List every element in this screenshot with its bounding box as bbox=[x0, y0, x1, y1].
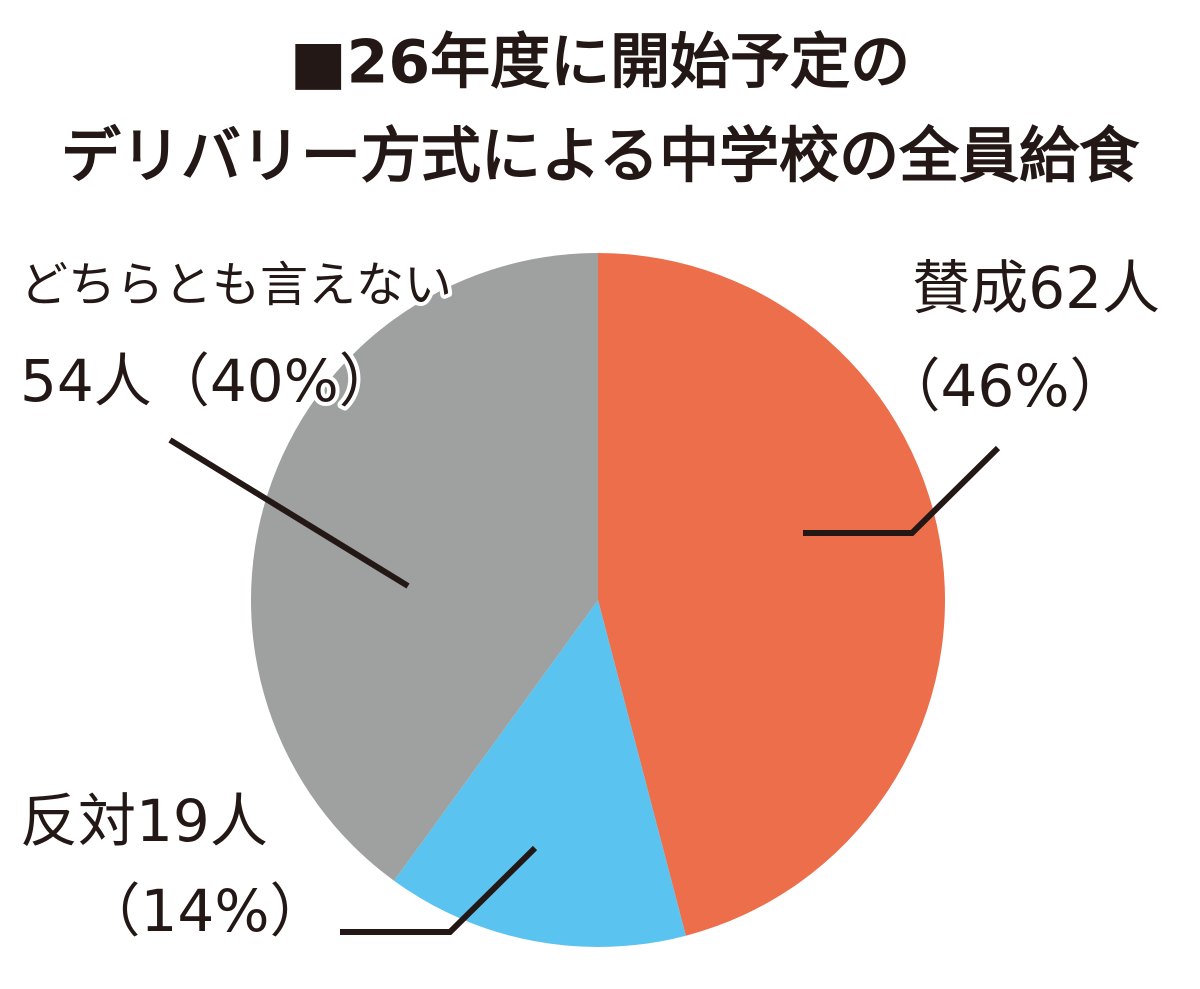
pie-slice bbox=[251, 253, 598, 881]
category-label: 賛成 bbox=[912, 254, 1028, 322]
slice-label: 賛成62人 bbox=[912, 254, 1160, 322]
slice-label: 反対19人 bbox=[20, 787, 268, 855]
pie-slice bbox=[394, 600, 686, 947]
leader-line bbox=[803, 445, 1001, 536]
category-label: どちらとも言えない bbox=[20, 257, 452, 313]
leader-line bbox=[340, 845, 538, 935]
category-label: 反対 bbox=[20, 787, 136, 855]
chart-title: ■26年度に開始予定の bbox=[290, 28, 910, 98]
value-label: 54人 bbox=[20, 347, 152, 415]
pie-slice bbox=[598, 253, 945, 936]
chart-title: デリバリー方式による中学校の全員給食 bbox=[61, 122, 1140, 192]
percent-label: （40%） bbox=[152, 347, 397, 415]
value-label: 19人 bbox=[136, 787, 268, 855]
leader-line bbox=[168, 437, 410, 589]
percent-label: （46%） bbox=[883, 352, 1128, 420]
percent-label: （14%） bbox=[83, 877, 328, 945]
slice-label: 54人（40%） bbox=[20, 347, 397, 415]
pie bbox=[251, 253, 945, 947]
value-label: 62人 bbox=[1028, 254, 1160, 322]
